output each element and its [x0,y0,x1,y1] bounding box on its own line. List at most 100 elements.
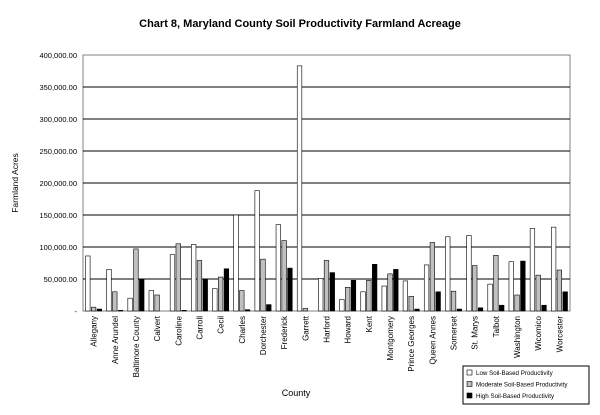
legend-box [462,365,590,405]
x-tick-label: St. Marys [471,316,480,350]
x-tick-label: Frederick [280,315,289,349]
bar-moderate [175,243,181,312]
x-tick-label: Wicomico [534,315,543,350]
gridlines [83,86,570,280]
x-tick-label: Howard [344,316,353,344]
x-axis-label: County [282,388,311,398]
bar-low [106,269,112,312]
x-axis-tick-labels: Allegany Anne Arundel Baltimore County Calv… [90,315,565,377]
bar-low [339,299,345,312]
legend-label: High Soil-Based Productivity [476,393,555,400]
bar-moderate [112,291,118,312]
x-tick-label: Caroline [174,315,183,345]
bar-moderate [387,273,393,312]
x-tick-label: Prince Georges [407,316,416,372]
bar-high [266,304,272,312]
bar-moderate [133,248,139,312]
bar-low [360,291,366,312]
bar-low [275,224,281,312]
bar-low [169,254,176,312]
x-tick-label: Somerset [450,315,459,350]
bar-moderate [493,255,499,312]
bar-low [423,264,430,312]
y-axis-tick-labels: - 50,000.00 100,000.00 150,000.00 200,000.00… [39,51,77,316]
bar-low [191,244,197,312]
bar-high [562,291,568,312]
bar-moderate [345,287,351,312]
x-tick-label: Carroll [195,316,204,340]
bar-moderate [239,290,245,312]
bar-moderate [472,265,478,312]
y-axis-label: Farmland Acres [10,153,20,213]
y-tick-label: 150,000.00 [39,211,77,220]
bar-low [466,235,472,312]
legend-swatch [466,381,473,387]
bar-high [435,291,441,312]
bar-high [541,304,547,312]
bar-high [350,279,357,312]
bar-moderate [450,290,457,312]
x-tick-label: Talbot [492,315,501,337]
x-tick-label: Washington [513,316,522,358]
legend-label: Moderate Soil-Based Productivity [476,382,568,389]
bar-moderate [218,276,224,312]
bar-high [181,310,187,312]
bar-high [414,308,420,312]
bar-low [212,288,218,312]
bar-high [520,260,526,312]
bar-low [551,226,557,312]
bar-low [381,285,387,312]
bar-high [477,307,484,312]
x-tick-label: Queen Annes [428,316,437,364]
legend: Low Soil-Based Productivity Moderate Soil… [462,365,590,405]
bar-moderate [323,260,330,312]
bar-moderate [154,294,160,312]
y-tick-label: - [75,307,78,316]
bar-high [393,269,399,312]
bar-high [245,309,251,312]
x-tick-label: Baltimore County [132,316,141,377]
legend-swatch [466,369,473,376]
x-tick-label: Kent [365,315,374,332]
bar-moderate [556,269,563,312]
bar-low [487,283,493,312]
x-tick-label: Harford [323,316,332,343]
bar-moderate [90,306,97,312]
x-tick-label: Charles [238,316,247,344]
bar-low [508,261,514,312]
bar-moderate [535,274,541,312]
y-tick-label: 300,000.00 [39,115,77,124]
bar-low [127,297,133,312]
bar-low [529,228,536,312]
bar-moderate [196,260,203,312]
x-tick-label: Cecil [217,316,226,334]
bar-moderate [281,240,287,312]
bar-high [96,308,102,312]
bar-moderate [429,242,435,312]
bar-high [117,310,124,312]
bar-high [202,278,208,312]
chart-title: Chart 8, Maryland County Soil Productivi… [139,18,461,30]
bar-low [318,278,324,312]
x-tick-label: Montgomery [386,316,395,360]
legend-swatch [466,392,473,399]
legend-label: Low Soil-Based Productivity [476,370,554,377]
bar-moderate [514,294,520,312]
bar-moderate [302,308,308,312]
bar-low [233,214,239,312]
x-tick-label: Allegany [90,316,99,347]
bar-low [85,255,91,312]
x-tick-label: Garrett [301,315,310,341]
x-tick-label: Dorchester [259,316,268,355]
y-tick-label: 250,000.00 [39,147,77,156]
bar-high [456,308,462,312]
y-tick-label: 350,000.00 [39,83,77,92]
x-tick-label: Anne Arundel [111,316,120,364]
bar-high [499,304,505,312]
bar-moderate [366,279,372,312]
bar-high [223,268,230,312]
bar-low [254,190,260,312]
y-tick-label: 400,000.00 [39,51,77,60]
